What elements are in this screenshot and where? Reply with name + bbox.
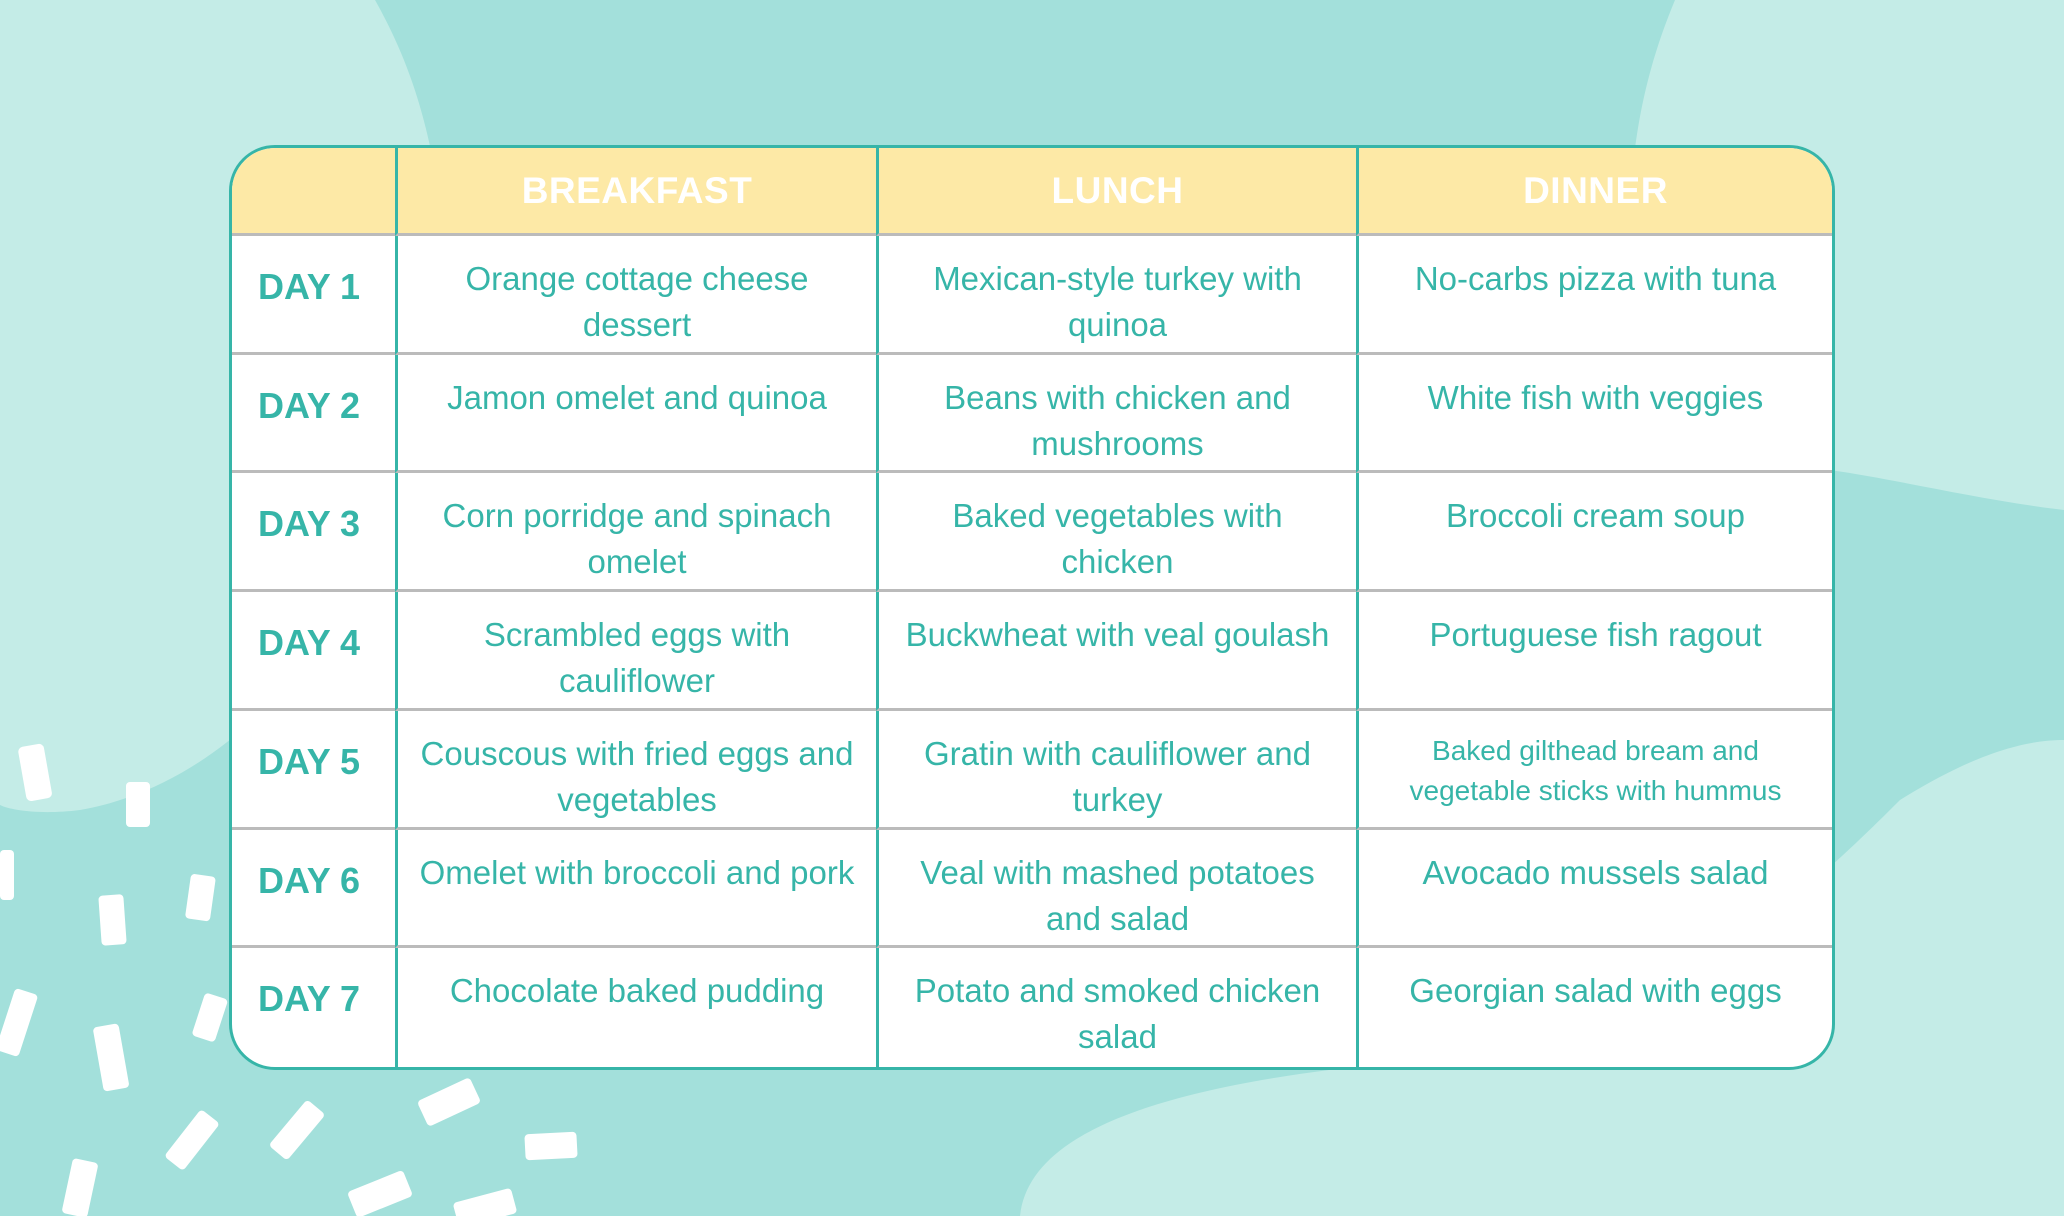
lunch-cell: Beans with chicken and mushrooms	[876, 354, 1356, 474]
breakfast-cell: Jamon omelet and quinoa	[395, 354, 876, 474]
day-label: DAY 3	[232, 473, 395, 593]
header-corner	[232, 148, 395, 236]
header-breakfast: BREAKFAST	[395, 148, 876, 236]
header-dinner: DINNER	[1356, 148, 1832, 236]
lunch-cell: Veal with mashed potatoes and salad	[876, 829, 1356, 949]
breakfast-cell: Couscous with fried eggs and vegetables	[395, 710, 876, 830]
dinner-cell: Portuguese fish ragout	[1356, 592, 1832, 711]
breakfast-cell: Chocolate baked pudding	[395, 948, 876, 1067]
day-label: DAY 7	[258, 978, 361, 1020]
day-label: DAY 6	[232, 830, 395, 949]
dinner-cell: Georgian salad with eggs	[1356, 948, 1832, 1067]
day-label: DAY 1	[232, 236, 395, 355]
dinner-cell: Baked gilthead bream and vegetable stick…	[1356, 710, 1832, 830]
breakfast-cell: Scrambled eggs with cauliflower	[395, 592, 876, 711]
header-lunch: LUNCH	[876, 148, 1356, 236]
lunch-cell: Baked vegetables with chicken	[876, 473, 1356, 593]
day-label: DAY 5	[232, 711, 395, 830]
day-label: DAY 2	[232, 355, 395, 474]
lunch-cell: Buckwheat with veal goulash	[876, 592, 1356, 711]
dinner-cell: Broccoli cream soup	[1356, 473, 1832, 593]
breakfast-cell: Omelet with broccoli and pork	[395, 829, 876, 949]
bg-blob-bottom-right	[1020, 740, 2064, 1216]
lunch-cell: Mexican-style turkey with quinoa	[876, 236, 1356, 355]
breakfast-cell: Corn porridge and spinach omelet	[395, 473, 876, 593]
day-label: DAY 4	[232, 592, 395, 711]
dinner-cell: White fish with veggies	[1356, 354, 1832, 474]
lunch-cell: Potato and smoked chicken salad	[876, 948, 1356, 1067]
confetti	[0, 743, 578, 1216]
dinner-cell: Avocado mussels salad	[1356, 829, 1832, 949]
meal-plan-table: BREAKFAST LUNCH DINNER DAY 1 Orange cotta…	[229, 145, 1835, 1070]
breakfast-cell: Orange cottage cheese dessert	[395, 236, 876, 355]
dinner-cell: No-carbs pizza with tuna	[1356, 236, 1832, 355]
lunch-cell: Gratin with cauliflower and turkey	[876, 710, 1356, 830]
